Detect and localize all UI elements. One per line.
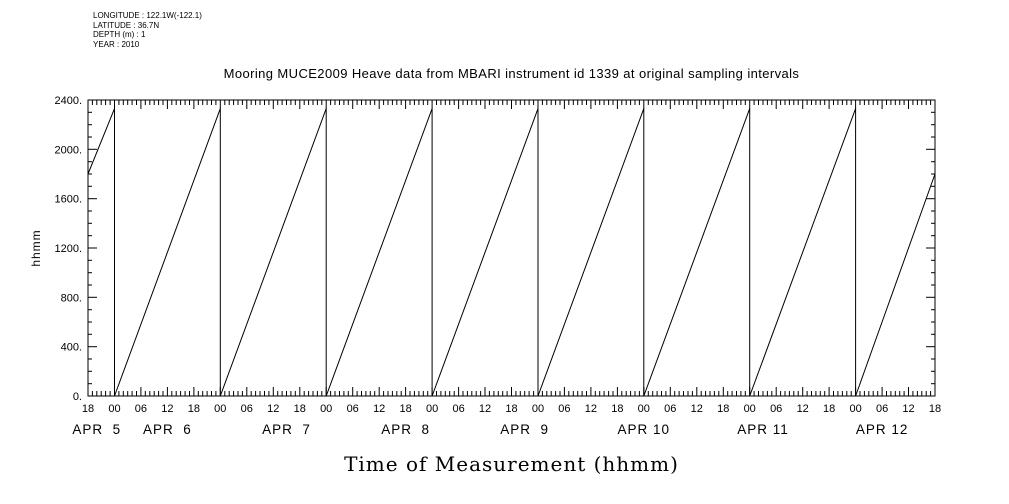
metadata-block: LONGITUDE : 122.1W(-122.1) LATITUDE : 36…: [93, 11, 202, 49]
x-tick-label: 06: [664, 403, 676, 415]
x-tick-label: 06: [558, 403, 570, 415]
x-tick-label: 12: [373, 403, 385, 415]
x-tick-label: 06: [452, 403, 464, 415]
x-tick-label: 12: [797, 403, 809, 415]
x-tick-label: 18: [82, 403, 94, 415]
chart-title: Mooring MUCE2009 Heave data from MBARI i…: [223, 66, 800, 81]
x-tick-label: 18: [611, 403, 623, 415]
metadata-latitude: LATITUDE : 36.7N: [93, 20, 160, 30]
y-tick-label: 0.: [73, 391, 82, 403]
x-tick-label: 00: [214, 403, 226, 415]
x-tick-label: 18: [188, 403, 200, 415]
metadata-depth: DEPTH (m) : 1: [93, 30, 146, 39]
x-tick-label: 00: [320, 403, 332, 415]
y-tick-labels: 0. 400. 800. 1200. 1600. 2000. 2400.: [54, 95, 82, 403]
x-tick-label: 12: [479, 403, 491, 415]
x-tick-label: 00: [108, 403, 120, 415]
y-tick-label: 1600.: [54, 194, 82, 206]
x-tick-labels: 18 00 06 12 18 00 06 12 18 00 06 12 18 00 06 12 18 00 06 12…: [82, 403, 941, 415]
x-tick-label: 12: [691, 403, 703, 415]
axis-frame: [87, 99, 936, 397]
x-axis-label: Time of Measurement (hhmm): [344, 452, 679, 476]
x-tick-label: 18: [717, 403, 729, 415]
date-labels: APR 5 APR 6 APR 7 APR 8 APR 9 APR 10 APR 11 APR…: [72, 422, 909, 437]
x-tick-label: 06: [347, 403, 359, 415]
date-label: APR 7: [262, 422, 311, 437]
tick-marks: [87, 99, 936, 397]
x-tick-label: 12: [902, 403, 914, 415]
x-tick-label: 00: [426, 403, 438, 415]
x-tick-label: 18: [929, 403, 941, 415]
x-tick-label: 12: [267, 403, 279, 415]
x-tick-label: 06: [135, 403, 147, 415]
x-tick-label: 00: [744, 403, 756, 415]
x-tick-label: 12: [585, 403, 597, 415]
date-label: APR 12: [856, 422, 909, 437]
x-tick-label: 18: [399, 403, 411, 415]
x-tick-label: 06: [876, 403, 888, 415]
y-tick-label: 2000.: [54, 144, 82, 156]
date-label: APR 8: [381, 422, 430, 437]
metadata-longitude: LONGITUDE : 122.1W(-122.1): [93, 11, 202, 20]
date-label: APR 9: [500, 422, 549, 437]
y-tick-label: 2400.: [54, 95, 82, 107]
y-tick-label: 400.: [61, 342, 82, 354]
date-label: APR 5: [72, 422, 121, 437]
date-label: APR 10: [618, 422, 671, 437]
x-tick-label: 06: [241, 403, 253, 415]
x-tick-label: 06: [770, 403, 782, 415]
x-tick-label: 18: [823, 403, 835, 415]
metadata-year: YEAR : 2010: [93, 39, 140, 49]
x-tick-label: 00: [532, 403, 544, 415]
y-tick-label: 1200.: [54, 243, 82, 255]
date-label: APR 11: [737, 422, 789, 437]
date-label: APR 6: [143, 422, 192, 437]
x-tick-label: 18: [294, 403, 306, 415]
x-tick-label: 12: [161, 403, 173, 415]
series-line: [87, 108, 936, 397]
x-tick-label: 00: [638, 403, 650, 415]
x-tick-label: 18: [505, 403, 517, 415]
x-tick-label: 00: [849, 403, 861, 415]
y-tick-label: 800.: [61, 292, 82, 304]
